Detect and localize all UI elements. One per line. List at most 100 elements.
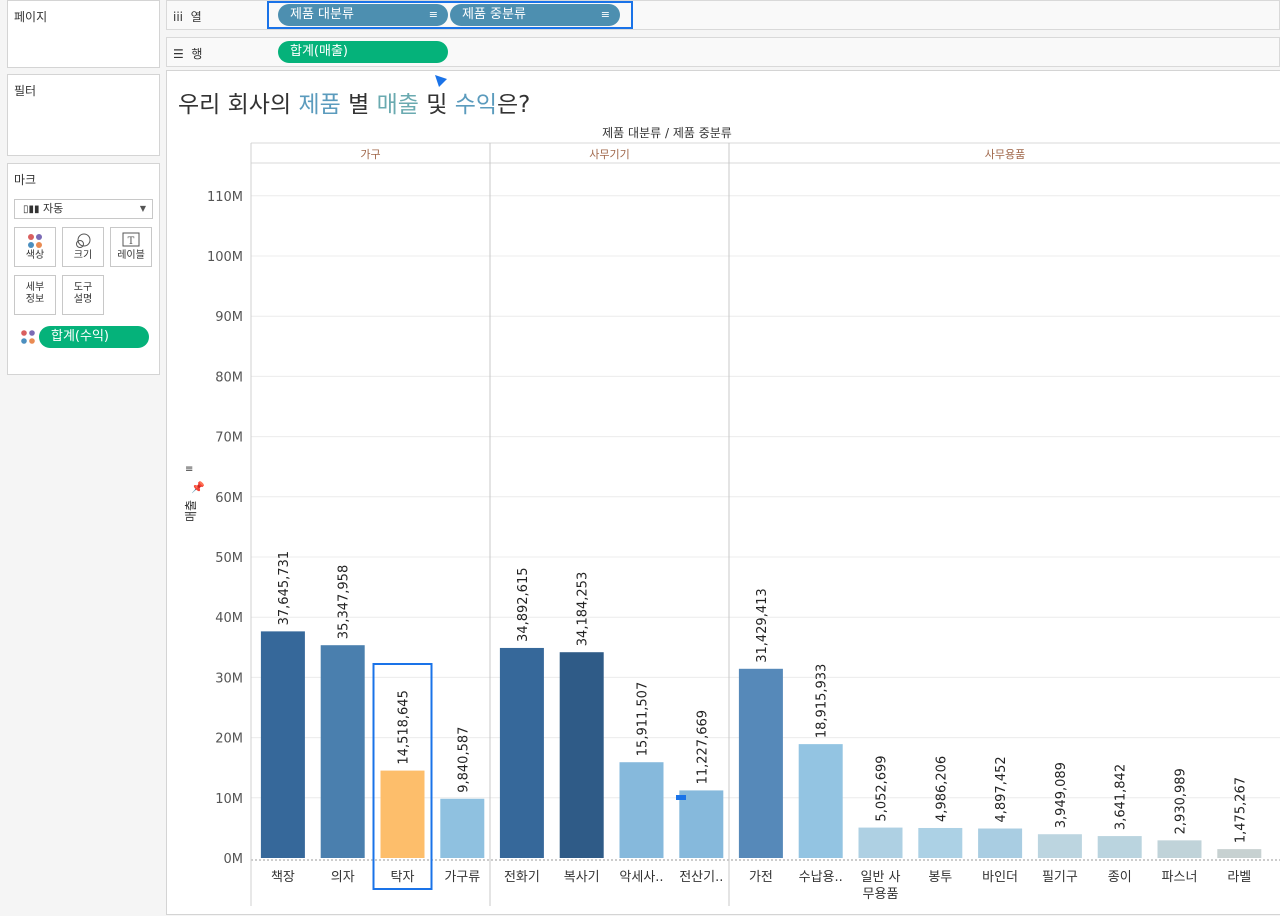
bar-파스너: [1157, 840, 1202, 858]
bar-가구류: [440, 798, 485, 858]
text-label-icon: T: [111, 232, 151, 250]
data-label: 2,930,989: [1174, 768, 1189, 834]
bar-바인더: [978, 828, 1023, 858]
profit-field-pill[interactable]: 합계(수익): [39, 326, 149, 348]
x-tick-label: 의자: [331, 870, 355, 885]
y-tick-label: 100M: [207, 250, 243, 265]
chevron-down-icon: ▼: [139, 204, 146, 213]
detail-button[interactable]: 세부 정보: [14, 275, 56, 315]
mark-type-label: 자동: [43, 202, 64, 215]
label-label: 레이블: [117, 250, 145, 261]
bar-chart: 제품 대분류 / 제품 중분류 0M 10M 20M 30M 40M 50M 60M 70M 80…: [184, 126, 1280, 906]
data-label: 5,052,699: [875, 755, 890, 821]
x-tick-label: 일반 사: [860, 870, 900, 885]
chart-header-label: 제품 대분류 / 제품 중분류: [602, 126, 732, 140]
filters-card[interactable]: 필터: [7, 74, 160, 156]
title-part: 및: [418, 92, 455, 118]
x-tick-label: 복사기: [564, 870, 600, 885]
x-tick-label: 파스너: [1162, 870, 1198, 885]
title-part: 별: [340, 92, 377, 118]
group-header-1: 사무기기: [589, 148, 629, 161]
x-tick-label: 전화기: [504, 870, 540, 885]
y-tick-label: 60M: [215, 491, 243, 506]
bar-전산기: [679, 790, 724, 858]
columns-selection-box: [267, 1, 633, 29]
data-label: 31,429,413: [755, 588, 770, 662]
y-tick-label: 80M: [215, 370, 243, 385]
bar-의자: [320, 645, 365, 858]
x-tick-label: 가구류: [444, 870, 480, 885]
bar-가전: [738, 668, 783, 858]
data-label: 34,892,615: [516, 568, 531, 642]
rows-label: 행: [191, 47, 203, 61]
x-tick-label: 필기구: [1042, 870, 1078, 885]
data-label: 14,518,645: [397, 690, 412, 764]
y-axis-label: 매출: [184, 500, 198, 522]
mark-type-dropdown[interactable]: ▯▮▮ 자동 ▼: [14, 199, 153, 219]
columns-shelf-label: iii 열: [173, 8, 202, 25]
data-label: 9,840,587: [456, 727, 471, 793]
data-label: 1,475,267: [1233, 777, 1248, 843]
x-tick-label: 책장: [271, 870, 295, 885]
group-header-2: 사무용품: [985, 148, 1025, 161]
data-label: 11,227,669: [695, 710, 710, 784]
pages-card: 페이지: [7, 0, 160, 68]
bar-종이: [1097, 836, 1142, 858]
bar-악세사: [619, 762, 664, 858]
x-tick-label: 수납용..: [799, 870, 843, 885]
y-tick-label: 20M: [215, 732, 243, 747]
group-header-0: 가구: [360, 148, 380, 161]
columns-icon: iii: [173, 10, 184, 24]
worksheet-view: 우리 회사의 제품 별 매출 및 수익은? 제품 대분류 / 제품 중분류 0M 1…: [166, 70, 1280, 915]
bar-수납용: [798, 744, 843, 858]
columns-label: 열: [190, 10, 202, 24]
size-button[interactable]: 크기: [62, 227, 104, 267]
x-tick-label: 종이: [1108, 870, 1132, 885]
size-label: 크기: [73, 250, 93, 261]
data-label: 37,645,731: [277, 551, 292, 625]
tooltip-button[interactable]: 도구 설명: [62, 275, 104, 315]
bar-일반사무용품: [858, 827, 903, 858]
x-tick-label: 무용품: [863, 887, 899, 902]
y-tick-label: 70M: [215, 431, 243, 446]
data-label: 18,915,933: [815, 664, 830, 738]
sort-icon: ≡: [600, 8, 610, 21]
data-label: 35,347,958: [337, 565, 352, 639]
subcategory-pill-label: 제품 중분류: [462, 7, 526, 22]
svg-text:T: T: [128, 236, 135, 247]
y-tick-label: 90M: [215, 310, 243, 325]
x-tick-label: 바인더: [982, 870, 1018, 885]
bar-전화기: [499, 647, 544, 858]
x-tick-label: 라벨: [1227, 870, 1251, 885]
category-pill-label: 제품 대분류: [290, 7, 354, 22]
subcategory-pill[interactable]: 제품 중분류 ≡: [450, 4, 620, 26]
color-button[interactable]: 색상: [14, 227, 56, 267]
title-part: 제품: [298, 92, 341, 118]
x-tick-label: 가전: [749, 870, 773, 885]
bar-라벨: [1217, 849, 1262, 858]
y-tick-label: 30M: [215, 671, 243, 686]
sales-pill[interactable]: 합계(매출): [278, 41, 448, 63]
x-tick-label: 봉투: [928, 870, 952, 885]
sort-icon: ≡: [428, 8, 438, 21]
tooltip-label: 도구 설명: [73, 282, 93, 305]
title-part: 은?: [497, 92, 531, 118]
y-tick-label: 110M: [207, 190, 243, 205]
x-tick-label: 악세사..: [619, 870, 663, 885]
filters-label: 필터: [14, 84, 37, 98]
x-tick-label: 전산기..: [679, 870, 723, 885]
bar-봉투: [918, 827, 963, 858]
bar-책장: [260, 631, 305, 858]
label-button[interactable]: T 레이블: [110, 227, 152, 267]
category-pill[interactable]: 제품 대분류 ≡: [278, 4, 448, 26]
title-part: 우리 회사의: [178, 92, 299, 118]
x-tick-label: 탁자: [391, 870, 415, 885]
bar-필기구: [1037, 834, 1082, 858]
data-label: 4,986,206: [934, 756, 949, 822]
data-label: 15,911,507: [636, 682, 651, 756]
selected-mark-indicator: [676, 795, 686, 800]
sort-indicator-icon: ≡: [185, 464, 193, 475]
data-label: 4,897,452: [994, 756, 1009, 822]
y-tick-label: 10M: [215, 792, 243, 807]
highlight-box: [372, 663, 433, 890]
